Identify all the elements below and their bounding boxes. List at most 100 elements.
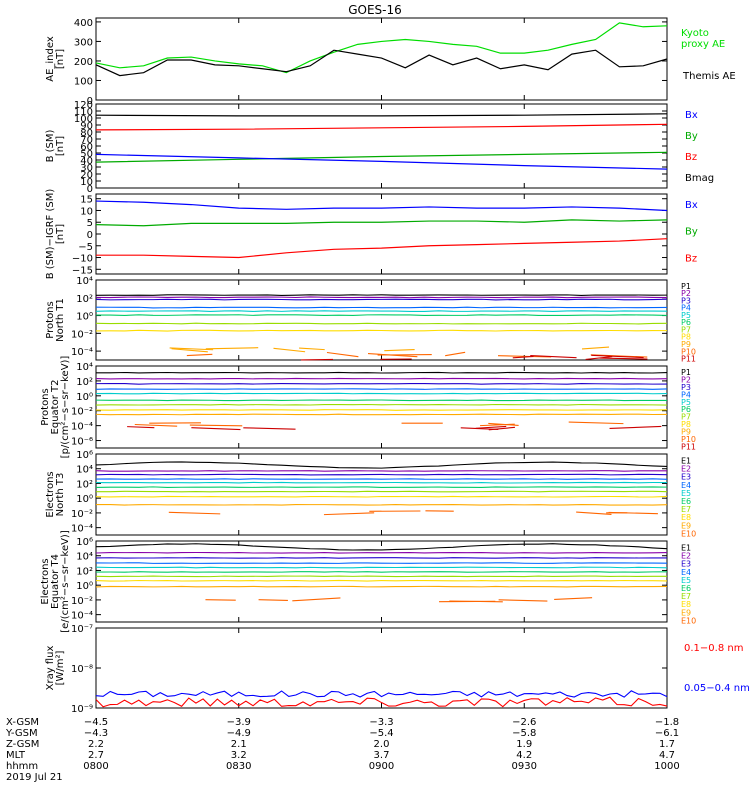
channel-segment	[488, 422, 519, 426]
y-tick-label: 10⁰	[76, 581, 93, 592]
legend-entry: P1	[681, 282, 691, 291]
legend-entry: E7	[681, 505, 691, 514]
channel-segment	[488, 426, 516, 431]
legend-entry: P6	[681, 318, 691, 327]
series-line-themis-ae	[95, 49, 668, 77]
legend-entry: E5	[681, 489, 691, 498]
axis-row-value: 2.7	[88, 750, 104, 761]
legend-entry: P4	[681, 390, 691, 399]
y-tick-label: 15	[80, 195, 93, 206]
legend-entry: E9	[681, 608, 691, 617]
legend-entry: P11	[681, 443, 696, 452]
y-tick-label: 300	[74, 37, 93, 48]
y-tick-label: 80	[80, 128, 93, 139]
channel-line-p3	[95, 383, 668, 385]
channel-line-e9	[95, 503, 668, 506]
channel-line-e8	[95, 579, 668, 582]
axis-row-label: Z-GSM	[6, 739, 39, 750]
channel-segment	[326, 351, 359, 358]
y-tick-label: 10⁻²	[71, 329, 93, 340]
channel-segment	[599, 357, 648, 360]
axis-row-value: 0830	[226, 761, 251, 772]
series-line-bz	[96, 238, 668, 259]
channel-segment	[591, 354, 644, 359]
legend-entry: P7	[681, 325, 691, 334]
y-axis-label-line: Equator T4	[50, 554, 61, 609]
channel-segment	[169, 347, 214, 351]
channel-line-p5	[95, 392, 668, 395]
y-axis-label: B (SM)−IGRF (SM)[nT]	[45, 189, 66, 280]
legend-entry: E2	[681, 465, 691, 474]
channel-segment	[530, 355, 577, 359]
y-tick-label: 10⁻⁴	[71, 347, 93, 358]
y-axis-label-line: Xray flux	[45, 646, 56, 691]
axis-row-value: −4.3	[84, 728, 108, 739]
y-tick-label: 10⁴	[76, 552, 93, 563]
y-tick-label: 10⁶	[76, 537, 93, 548]
channel-line-e5	[95, 481, 668, 484]
channel-line-e3	[95, 557, 668, 559]
channel-segment	[367, 353, 418, 358]
axis-row-value: −5.8	[512, 728, 536, 739]
panel-xray: 10⁻⁹ 10⁻⁸ 10⁻⁷ Xray flux[W/m²] 0.1−0.8 nm 0.0…	[45, 624, 750, 715]
channel-segment	[134, 423, 178, 427]
axis-row-label: X-GSM	[6, 717, 39, 728]
legend-entry: E10	[681, 529, 696, 538]
axis-row-value: 3.7	[374, 750, 390, 761]
legend-entry: By	[685, 227, 698, 238]
y-tick-label: 60	[80, 142, 93, 153]
y-tick-label: 10⁰	[76, 312, 93, 323]
channel-line-e6	[95, 486, 668, 488]
y-tick-label: 100	[74, 114, 93, 125]
y-tick-label: −10	[72, 254, 93, 265]
channel-line-p5	[95, 310, 668, 313]
channel-segment	[576, 511, 612, 515]
channel-line-p8	[95, 409, 668, 411]
channel-line-p6	[95, 399, 668, 402]
legend-entry: E9	[681, 521, 691, 530]
legend-entry: E1	[681, 456, 691, 465]
y-axis-label-line: Electrons	[45, 471, 56, 517]
channel-segment	[258, 599, 288, 602]
y-axis-label-line: North T1	[55, 298, 66, 342]
channel-line-p4	[95, 306, 668, 309]
legend-entry: P6	[681, 405, 691, 414]
y-tick-label: 10⁴	[76, 362, 93, 373]
channel-line-p3	[95, 298, 668, 301]
legend-entry: E6	[681, 497, 691, 506]
legend-entry: P1	[681, 368, 691, 377]
y-axis-label-line: [e/(cm²−s−sr−keV)]	[60, 530, 71, 633]
channel-segment	[581, 346, 610, 350]
legend-entry: P10	[681, 347, 696, 356]
channel-segment	[186, 353, 213, 357]
panel-frame	[95, 103, 668, 189]
panel-frame	[95, 453, 668, 536]
channel-line-p7	[95, 322, 668, 325]
channel-line-p6	[95, 314, 668, 317]
axis-row-value: 1000	[654, 761, 679, 772]
channel-line-p9	[95, 413, 668, 416]
y-axis-label-line: [nT]	[55, 49, 66, 69]
legend-entry: P8	[681, 420, 691, 429]
channel-segment	[497, 355, 552, 358]
y-tick-label: 0	[87, 184, 93, 195]
y-axis-label: B (SM)[nT]	[45, 129, 66, 162]
axis-row-value: −5.4	[369, 728, 393, 739]
channel-line-e1	[95, 461, 668, 469]
axis-row-value: 2.1	[231, 739, 247, 750]
panel-frame	[95, 17, 668, 101]
legend-entry: P7	[681, 413, 691, 422]
legend-entry: proxy AE	[681, 39, 725, 50]
y-axis-label-line: Equator T2	[50, 380, 61, 435]
legend-entry: E4	[681, 568, 691, 577]
y-tick-label: 10⁴	[76, 276, 93, 287]
channel-segment	[475, 425, 507, 429]
axis-row-value: −6.1	[655, 728, 679, 739]
y-tick-label: 0	[87, 96, 93, 107]
channel-segment	[168, 511, 221, 515]
legend-entry: P11	[681, 355, 696, 364]
y-axis-label: ProtonsEquator T2[p/(cm²−s−sr−keV)]	[40, 356, 71, 459]
